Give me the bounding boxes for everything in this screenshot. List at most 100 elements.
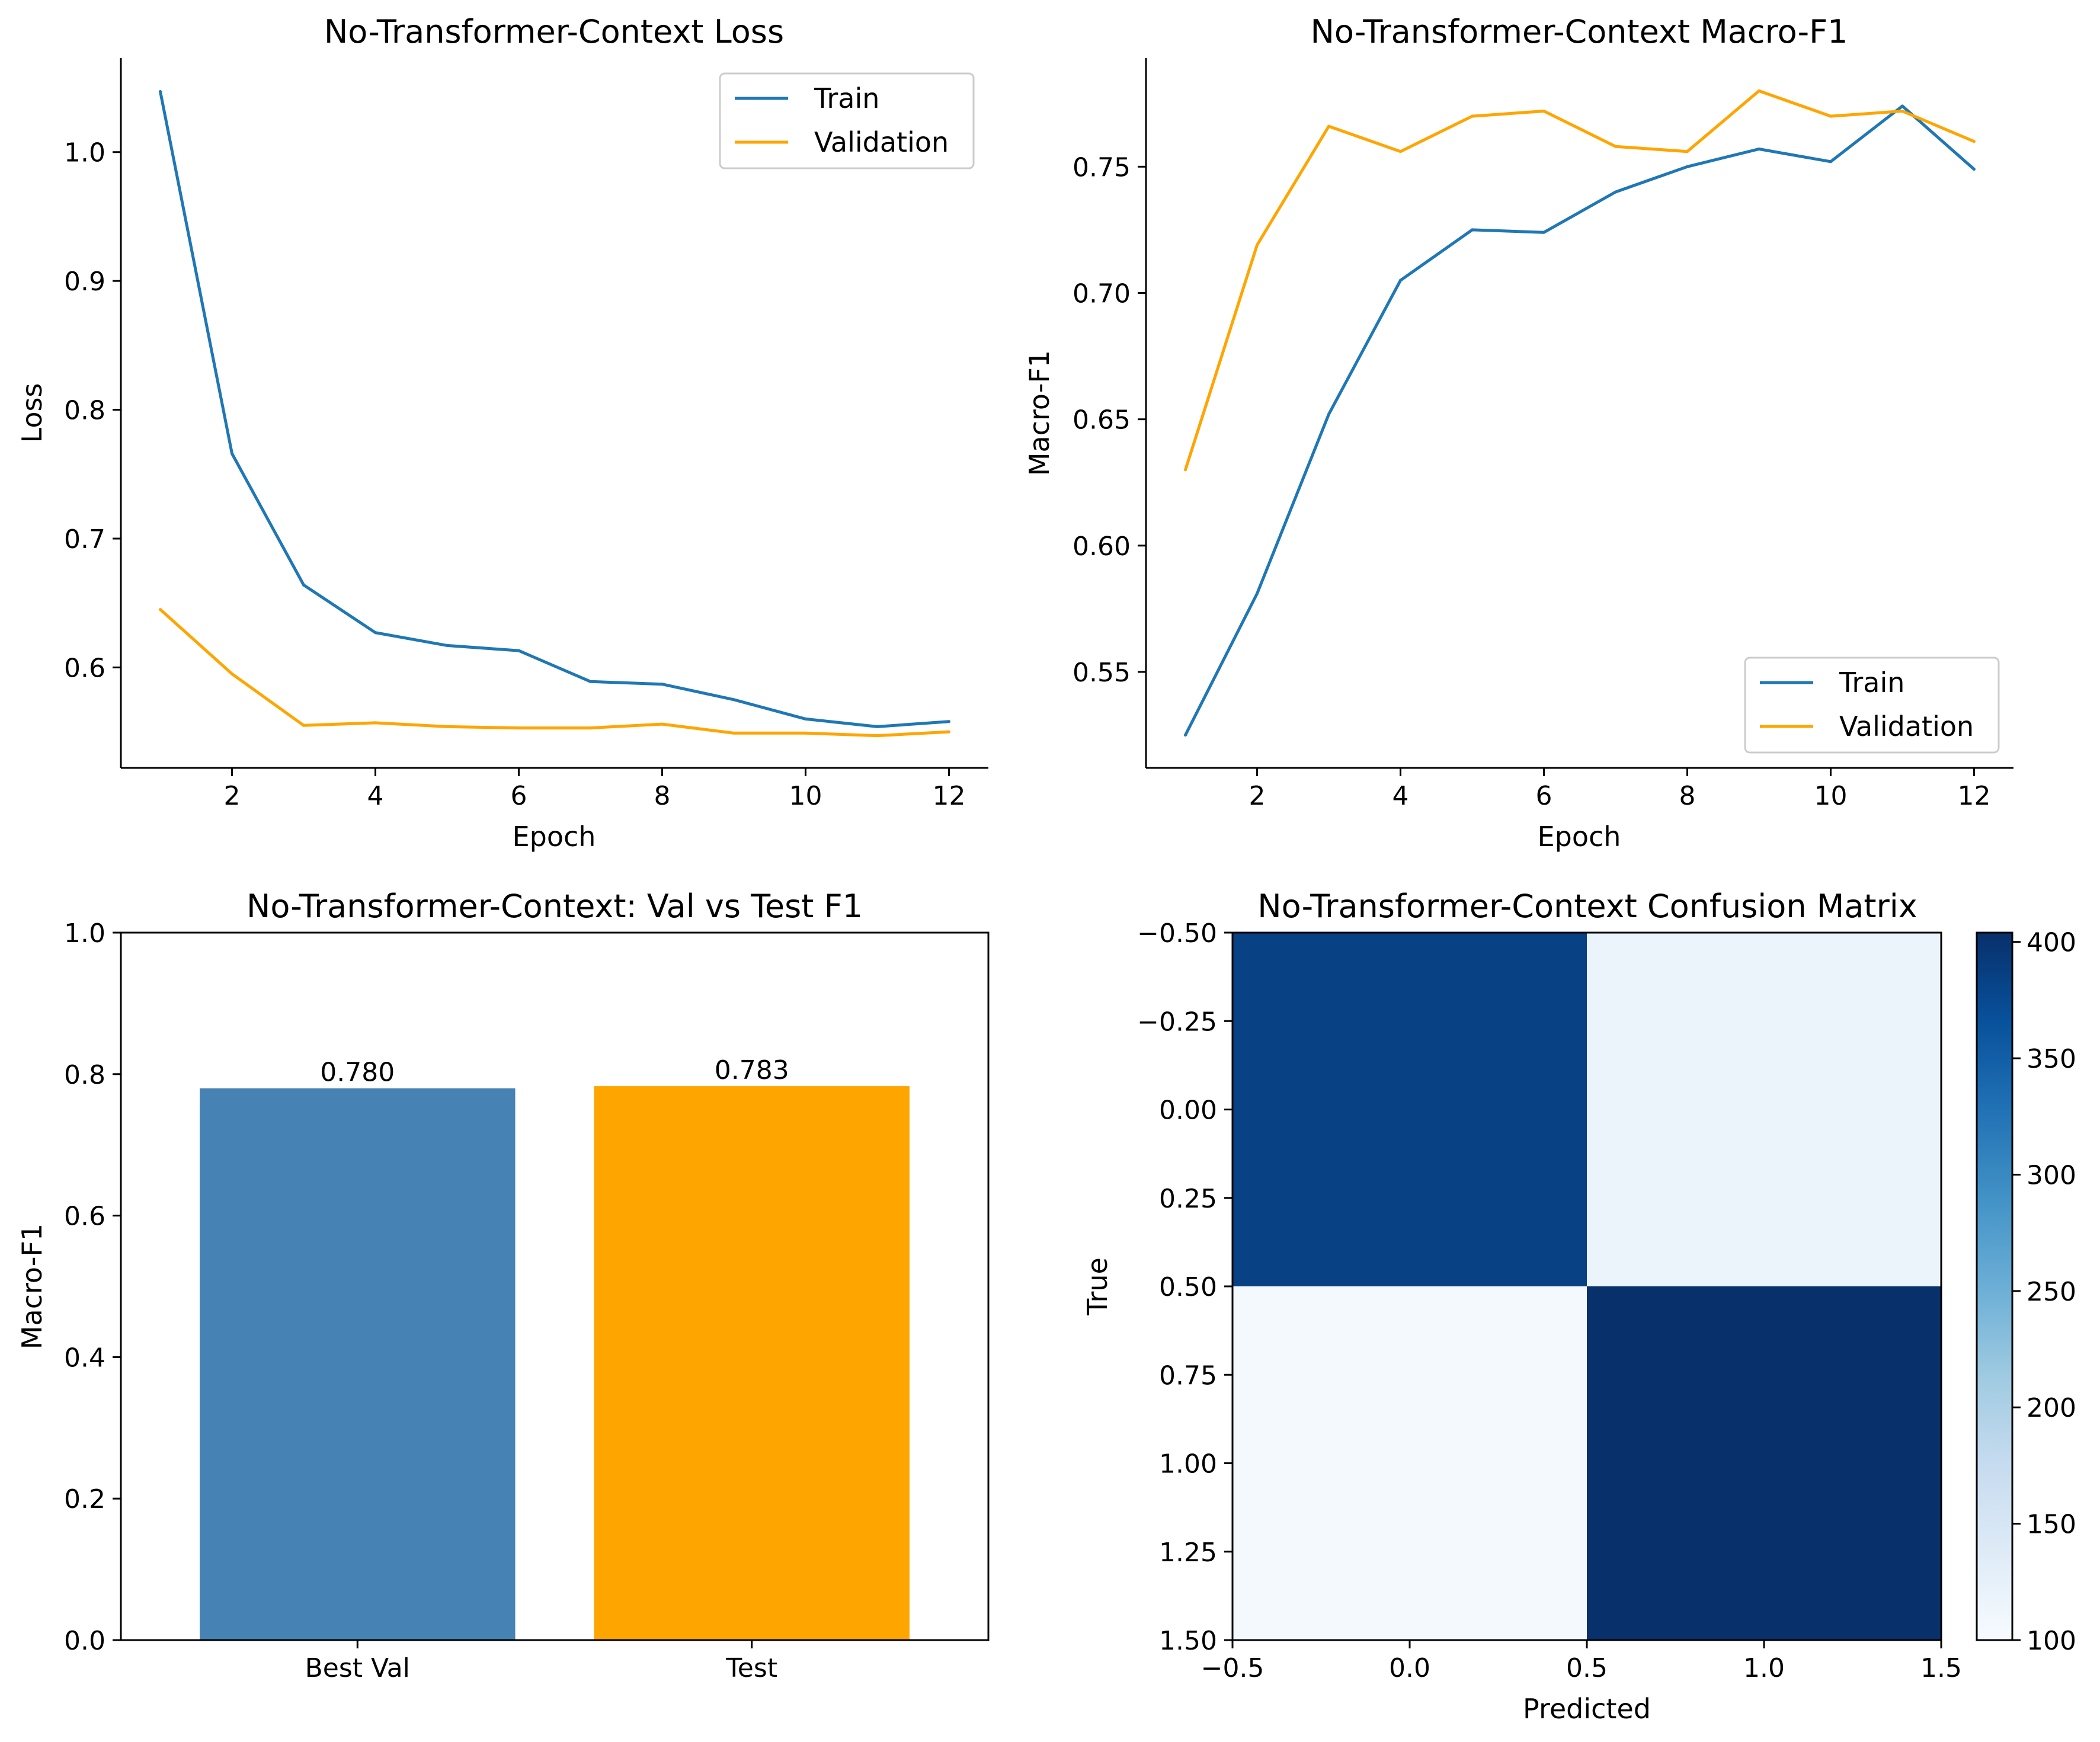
loss-chart-series-train-point bbox=[374, 631, 377, 635]
bar-test bbox=[594, 1086, 910, 1640]
val-test-chart-frame bbox=[120, 931, 990, 1641]
f1-chart-x-tick-label: 6 bbox=[1536, 781, 1552, 811]
loss-chart-legend-validation-label: Validation bbox=[814, 126, 949, 158]
f1-chart-legend: Train Validation bbox=[1744, 657, 2000, 754]
f1-chart-series-validation-point bbox=[1686, 150, 1689, 153]
loss-chart-y-tick-label: 1.0 bbox=[64, 138, 105, 168]
loss-chart-title: No-Transformer-Context Loss bbox=[324, 13, 784, 50]
confusion-cell-r1-c0 bbox=[1233, 1286, 1587, 1640]
f1-chart-series-train-point bbox=[1399, 278, 1402, 282]
f1-chart-legend-validation-label: Validation bbox=[1839, 710, 1974, 742]
confusion-chart-y-tick-label: 1.50 bbox=[1159, 1626, 1217, 1656]
f1-chart-series-train-point bbox=[1542, 230, 1545, 234]
f1-chart-title: No-Transformer-Context Macro-F1 bbox=[1310, 13, 1848, 50]
val-test-chart-y-label: Macro-F1 bbox=[16, 1224, 48, 1349]
loss-chart-y-tick-label: 0.9 bbox=[64, 267, 105, 297]
val-test-chart-y-ticks: 0.0 0.2 0.4 0.6 0.8 1.0 bbox=[64, 918, 121, 1656]
f1-chart: No-Transformer-Context Macro-F1 2 4 6 8 10 12… bbox=[1023, 13, 2013, 853]
colorbar-tick-label: 150 bbox=[2027, 1510, 2076, 1540]
loss-chart-series-validation-point bbox=[374, 721, 377, 725]
confusion-chart-x-tick-label: 0.5 bbox=[1566, 1653, 1608, 1683]
f1-chart-x-tick-label: 12 bbox=[1957, 781, 1990, 811]
val-test-chart-y-tick-label: 0.0 bbox=[64, 1626, 105, 1656]
loss-chart-series-train-point bbox=[947, 720, 950, 723]
f1-chart-series-train-point bbox=[1184, 734, 1187, 737]
loss-chart-x-tick-label: 4 bbox=[367, 781, 384, 811]
loss-chart-x-label: Epoch bbox=[513, 821, 596, 853]
f1-chart-series-validation-point bbox=[1901, 110, 1904, 113]
f1-chart-series-validation-point bbox=[1542, 110, 1545, 113]
loss-chart-series-train-point bbox=[159, 90, 162, 93]
confusion-chart-plot bbox=[1233, 933, 1941, 1640]
colorbar-tick-label: 100 bbox=[2027, 1626, 2076, 1656]
confusion-chart-title: No-Transformer-Context Confusion Matrix bbox=[1257, 888, 1917, 925]
confusion-chart-y-ticks: −0.50 −0.25 0.00 0.25 0.50 0.75 1.00 1.25 1.50 bbox=[1137, 918, 1233, 1656]
f1-chart-series-train-point bbox=[1686, 165, 1689, 168]
f1-chart-series-train-line bbox=[1184, 104, 1976, 736]
loss-chart-x-tick-label: 12 bbox=[932, 781, 965, 811]
colorbar-gradient bbox=[1976, 931, 2013, 1641]
colorbar-tick-label: 200 bbox=[2027, 1393, 2076, 1423]
loss-chart-x-tick-label: 10 bbox=[789, 781, 822, 811]
loss-chart-series-validation-point bbox=[947, 730, 950, 734]
confusion-chart-y-tick-label: 1.00 bbox=[1159, 1449, 1217, 1480]
loss-chart-series-validation-point bbox=[661, 722, 664, 726]
loss-chart-series-train-point bbox=[661, 683, 664, 686]
f1-chart-series-validation-point bbox=[1184, 468, 1187, 472]
colorbar-tick-label: 400 bbox=[2027, 928, 2076, 958]
f1-chart-series-validation-line bbox=[1184, 89, 1975, 470]
bar-value-label: 0.780 bbox=[320, 1058, 395, 1088]
loss-chart-series-validation-point bbox=[804, 731, 807, 735]
f1-chart-plot bbox=[1184, 89, 1976, 737]
loss-chart-series-train-point bbox=[732, 698, 735, 702]
loss-chart-series-train-point bbox=[589, 680, 592, 683]
confusion-chart-y-tick-label: 0.25 bbox=[1159, 1184, 1217, 1214]
val-test-chart-x-tick-label: Best Val bbox=[305, 1653, 410, 1683]
loss-chart-series-train-point bbox=[231, 452, 233, 455]
loss-chart-x-tick-label: 6 bbox=[511, 781, 527, 811]
confusion-chart-x-tick-label: −0.5 bbox=[1201, 1653, 1265, 1683]
colorbar-tick-label: 350 bbox=[2027, 1044, 2076, 1074]
loss-chart-series-train-point bbox=[446, 643, 449, 647]
loss-chart-series-train-point bbox=[517, 649, 520, 652]
f1-chart-y-tick-label: 0.55 bbox=[1073, 658, 1131, 688]
f1-chart-series-train-point bbox=[1471, 228, 1474, 232]
confusion-chart-y-tick-label: 0.50 bbox=[1159, 1272, 1217, 1302]
val-test-chart-x-tick-label: Test bbox=[725, 1653, 777, 1683]
confusion-chart-x-ticks: −0.5 0.0 0.5 1.0 1.5 bbox=[1201, 1640, 1962, 1683]
loss-chart-x-ticks: 2 4 6 8 10 12 bbox=[224, 768, 965, 811]
f1-chart-series-train-point bbox=[1256, 592, 1259, 595]
confusion-cell-r0-c0 bbox=[1233, 933, 1587, 1286]
bar-value-label: 0.783 bbox=[715, 1055, 789, 1085]
val-test-chart-y-tick-label: 1.0 bbox=[64, 918, 105, 949]
confusion-chart-y-tick-label: −0.25 bbox=[1137, 1007, 1217, 1037]
confusion-chart-y-tick-label: −0.50 bbox=[1137, 918, 1217, 949]
loss-chart-series-train-point bbox=[876, 725, 879, 728]
confusion-chart: No-Transformer-Context Confusion Matrix … bbox=[1081, 888, 2076, 1725]
val-test-chart: No-Transformer-Context: Val vs Test F1 0… bbox=[16, 888, 990, 1683]
f1-chart-series-validation-point bbox=[1614, 145, 1617, 148]
f1-chart-series-validation-point bbox=[1471, 114, 1474, 118]
f1-chart-series-train-point bbox=[1829, 160, 1832, 164]
confusion-chart-y-tick-label: 0.75 bbox=[1159, 1360, 1217, 1391]
loss-chart-legend-train-label: Train bbox=[814, 82, 879, 114]
loss-chart: No-Transformer-Context Loss 2 4 6 8 10 12 0.6… bbox=[16, 13, 988, 853]
loss-chart-y-tick-label: 0.7 bbox=[64, 524, 105, 555]
val-test-chart-y-tick-label: 0.6 bbox=[64, 1202, 105, 1232]
loss-chart-y-tick-label: 0.8 bbox=[64, 396, 105, 426]
f1-chart-series-validation-point bbox=[1327, 124, 1330, 128]
f1-chart-y-tick-label: 0.70 bbox=[1073, 278, 1131, 309]
confusion-cell-r1-c1 bbox=[1587, 1286, 1941, 1640]
f1-chart-x-tick-label: 10 bbox=[1814, 781, 1847, 811]
loss-chart-legend: Train Validation bbox=[719, 72, 975, 169]
loss-chart-y-label: Loss bbox=[16, 383, 48, 443]
f1-chart-series-validation-point bbox=[1256, 244, 1259, 246]
loss-chart-x-tick-label: 2 bbox=[224, 781, 241, 811]
loss-chart-series-train-point bbox=[804, 717, 807, 721]
f1-chart-series-train-point bbox=[1901, 104, 1904, 108]
f1-chart-x-ticks: 2 4 6 8 10 12 bbox=[1249, 768, 1990, 811]
f1-chart-y-tick-label: 0.60 bbox=[1073, 531, 1131, 562]
colorbar-tick-label: 250 bbox=[2027, 1277, 2076, 1307]
confusion-chart-y-tick-label: 1.25 bbox=[1159, 1538, 1217, 1568]
loss-chart-y-tick-label: 0.6 bbox=[64, 653, 105, 683]
